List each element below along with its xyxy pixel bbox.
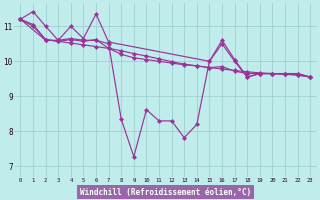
- X-axis label: Windchill (Refroidissement éolien,°C): Windchill (Refroidissement éolien,°C): [80, 188, 251, 197]
